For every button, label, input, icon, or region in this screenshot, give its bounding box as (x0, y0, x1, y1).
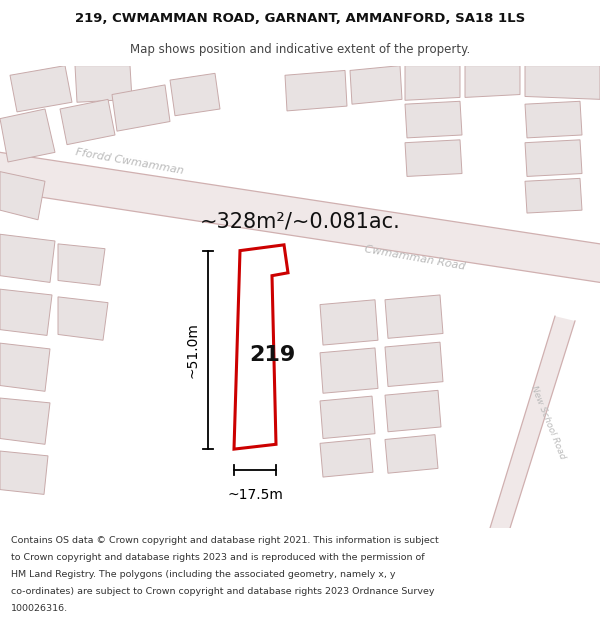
Polygon shape (385, 295, 443, 338)
Polygon shape (0, 152, 600, 282)
Polygon shape (75, 66, 132, 102)
Polygon shape (0, 109, 55, 162)
Polygon shape (285, 71, 347, 111)
Polygon shape (112, 85, 170, 131)
Text: co-ordinates) are subject to Crown copyright and database rights 2023 Ordnance S: co-ordinates) are subject to Crown copyr… (11, 587, 434, 596)
Polygon shape (58, 244, 105, 285)
Polygon shape (234, 245, 288, 449)
Polygon shape (405, 66, 460, 100)
Text: to Crown copyright and database rights 2023 and is reproduced with the permissio: to Crown copyright and database rights 2… (11, 553, 424, 562)
Polygon shape (490, 316, 575, 528)
Polygon shape (320, 348, 378, 393)
Text: Contains OS data © Crown copyright and database right 2021. This information is : Contains OS data © Crown copyright and d… (11, 536, 439, 545)
Text: 219: 219 (249, 345, 295, 364)
Text: 100026316.: 100026316. (11, 604, 68, 612)
Text: Map shows position and indicative extent of the property.: Map shows position and indicative extent… (130, 42, 470, 56)
Text: 219, CWMAMMAN ROAD, GARNANT, AMMANFORD, SA18 1LS: 219, CWMAMMAN ROAD, GARNANT, AMMANFORD, … (75, 12, 525, 25)
Polygon shape (385, 434, 438, 473)
Polygon shape (350, 66, 402, 104)
Text: ~17.5m: ~17.5m (227, 488, 283, 502)
Polygon shape (525, 101, 582, 138)
Polygon shape (320, 396, 375, 439)
Polygon shape (0, 234, 55, 282)
Polygon shape (0, 451, 48, 494)
Text: New School Road: New School Road (529, 384, 567, 460)
Polygon shape (60, 99, 115, 144)
Text: ~51.0m: ~51.0m (185, 322, 199, 378)
Polygon shape (525, 140, 582, 176)
Polygon shape (0, 398, 50, 444)
Polygon shape (405, 101, 462, 138)
Polygon shape (320, 439, 373, 477)
Text: Ffordd Cwmamman: Ffordd Cwmamman (75, 148, 185, 176)
Polygon shape (525, 178, 582, 213)
Polygon shape (0, 289, 52, 336)
Polygon shape (0, 172, 45, 220)
Polygon shape (170, 73, 220, 116)
Polygon shape (320, 300, 378, 345)
Text: Cwmamman Road: Cwmamman Road (364, 244, 466, 272)
Text: HM Land Registry. The polygons (including the associated geometry, namely x, y: HM Land Registry. The polygons (includin… (11, 570, 395, 579)
Polygon shape (0, 343, 50, 391)
Polygon shape (465, 66, 520, 98)
Polygon shape (405, 140, 462, 176)
Polygon shape (385, 342, 443, 386)
Polygon shape (10, 66, 72, 112)
Polygon shape (58, 297, 108, 340)
Polygon shape (525, 66, 600, 99)
Text: ~328m²/~0.081ac.: ~328m²/~0.081ac. (200, 212, 400, 232)
Polygon shape (385, 391, 441, 432)
